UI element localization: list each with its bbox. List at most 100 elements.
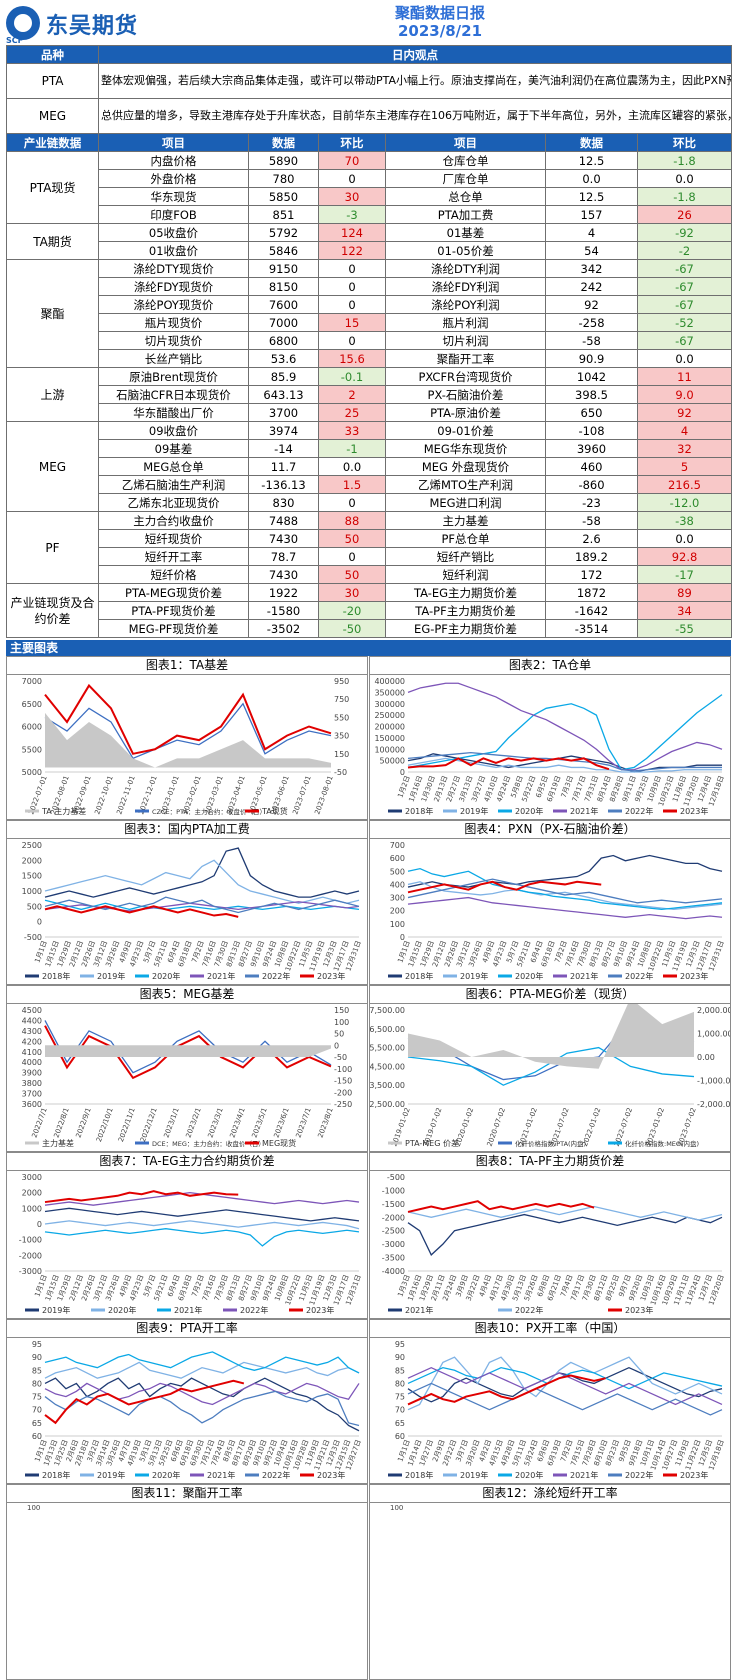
value-cell: 12.5 [545,151,638,170]
value-cell: 7600 [248,295,319,314]
legend-label: PTA-MEG 价差 [405,1138,459,1148]
change-cell: 26 [637,205,732,224]
value-cell: 5850 [248,187,319,206]
x-tick-label: 2022/7/1 [30,1107,48,1139]
y-tick-label: 150000 [374,734,405,743]
legend-label: 2022年 [625,806,653,816]
change-cell: 0 [318,331,386,350]
change-cell: 30 [318,187,386,206]
change-cell: 33 [318,421,386,440]
change-cell: 25 [318,403,386,422]
value-cell: -136.13 [248,475,319,494]
y-tick-label: 1000 [22,1204,42,1213]
category-cell: PTA现货 [6,151,99,224]
y2-tick-label: 950 [334,677,349,686]
item-cell: 华东醋酸出厂价 [98,403,249,422]
value-cell: -58 [545,511,638,530]
y-tick-label: 2,500.00 [370,1100,405,1109]
value-cell: -108 [545,421,638,440]
item-cell: 内盘价格 [98,151,249,170]
x-tick-label: 2023/6/1 [272,1107,290,1139]
value-cell: 4 [545,223,638,242]
series-area [45,1045,331,1057]
table-row: 乙烯石脑油生产利润 -136.13 1.5 乙烯MTO生产利润 -860 216.5 [7,475,732,494]
change-cell: 9.0 [637,385,732,404]
y-tick-label: 95 [32,1340,42,1349]
y-tick-label: -500 [387,1173,405,1182]
data-header-row: 产业链数据 项目 数据 环比 项目 数据 环比 [6,133,732,152]
table-row: 01收盘价 5846 122 01-05价差 54 -2 [7,241,732,260]
table-row: 上游 原油Brent现货价 85.9 -0.1 PXCFR台湾现货价 1042 11 [6,367,732,422]
item-cell: 华东现货 [98,187,249,206]
change-cell: 4 [637,421,732,440]
legend-label: 2022年 [625,971,653,981]
value-cell: 157 [545,205,638,224]
legend-label: 2021年 [570,806,598,816]
change-cell: 124 [318,223,386,242]
series-line [407,1366,723,1403]
legend-label: 2019年 [460,971,488,981]
table-row: TA期货 05收盘价 5792 124 01基差 4 -92 [6,223,732,260]
series-line [44,1228,360,1247]
value-cell: 9150 [248,259,319,278]
table-row: PTA现货 内盘价格 5890 70 仓库仓单 12.5 -1.8 [6,151,732,224]
change-cell: -52 [637,313,732,332]
y-tick-label: -1500 [382,1200,405,1209]
item-cell: 主力基差 [385,511,546,530]
series-line [44,1379,245,1425]
y-tick-label: 1500 [22,872,42,881]
series-line [44,702,332,760]
y-tick-label: 90 [32,1353,42,1362]
chart-svg: 70060050040030020010001月1日1月15日1月29日2月12… [388,841,726,981]
y2-tick-label: 50 [334,1030,344,1039]
y-tick-label: 3900 [22,1069,42,1078]
legend-label: 2021年 [207,971,235,981]
table-row: 短纤价格 7430 50 短纤利润 172 -17 [7,565,732,584]
y-tick-label: -3000 [382,1240,405,1249]
chart-panel: 图表11：聚酯开工率 100 [6,1484,368,1680]
change-cell: 0 [318,295,386,314]
item-cell: 瓶片现货价 [98,313,249,332]
col-product-header: 品种 [6,45,99,64]
item-cell: 聚酯开工率 [385,349,546,368]
series-line [407,1205,723,1221]
series-line [44,905,239,918]
legend-label: 2022年 [262,971,290,981]
legend-label: 2023年 [680,971,708,981]
y-tick-label: 70 [395,1406,405,1415]
change-cell: -67 [637,259,732,278]
y-tick-label: 3600 [22,1100,42,1109]
value-cell: 6800 [248,331,319,350]
y-tick-label: 65 [395,1419,405,1428]
y-tick-label: 65 [32,1419,42,1428]
change-cell: 92 [637,403,732,422]
item-cell: 切片现货价 [98,331,249,350]
x-tick-label: 2023/7/1 [294,1107,312,1139]
item-cell: 01-05价差 [385,241,546,260]
value-cell: -23 [545,493,638,512]
x-tick-label: 2022/8/1 [52,1107,70,1139]
item-cell: 外盘价格 [98,169,249,188]
item-cell: PF总仓单 [385,529,546,548]
legend-label: 2021年 [405,1305,433,1315]
report-header: 东吴期货 SCF 聚酯数据日报 2023/8/21 [0,0,737,45]
header-cell: 项目 [385,133,546,152]
y-tick-label: 7,500.00 [370,1006,405,1015]
item-cell: PTA-MEG现货价差 [98,583,249,602]
legend-label: 2021年 [570,1470,598,1480]
legend-label: 2021年 [570,971,598,981]
table-row: 短纤开工率 78.7 0 短纤产销比 189.2 92.8 [7,547,732,566]
value-cell: 830 [248,493,319,512]
brand-logo-icon [6,6,40,40]
y-tick-label: -2000 [382,1213,405,1222]
chart-panel: 图表10：PX开工率（中国） 95 90 85 80 75 70 65 60 1月1日 1月14日 1… [369,1319,731,1484]
table-row: 石脑油CFR日本现货价 643.13 2 PX-石脑油价差 398.5 9.0 [7,385,732,404]
y-tick-label: 5500 [22,745,42,754]
legend-label: 2020年 [152,971,180,981]
y-tick-label: 85 [32,1366,42,1375]
item-cell: 长丝产销比 [98,349,249,368]
header-cell: 数据 [545,133,638,152]
y-tick-label: 600 [390,854,405,863]
chart-svg: 3000200010000-1000-2000-30001月1日1月15日1月2… [19,1173,363,1315]
